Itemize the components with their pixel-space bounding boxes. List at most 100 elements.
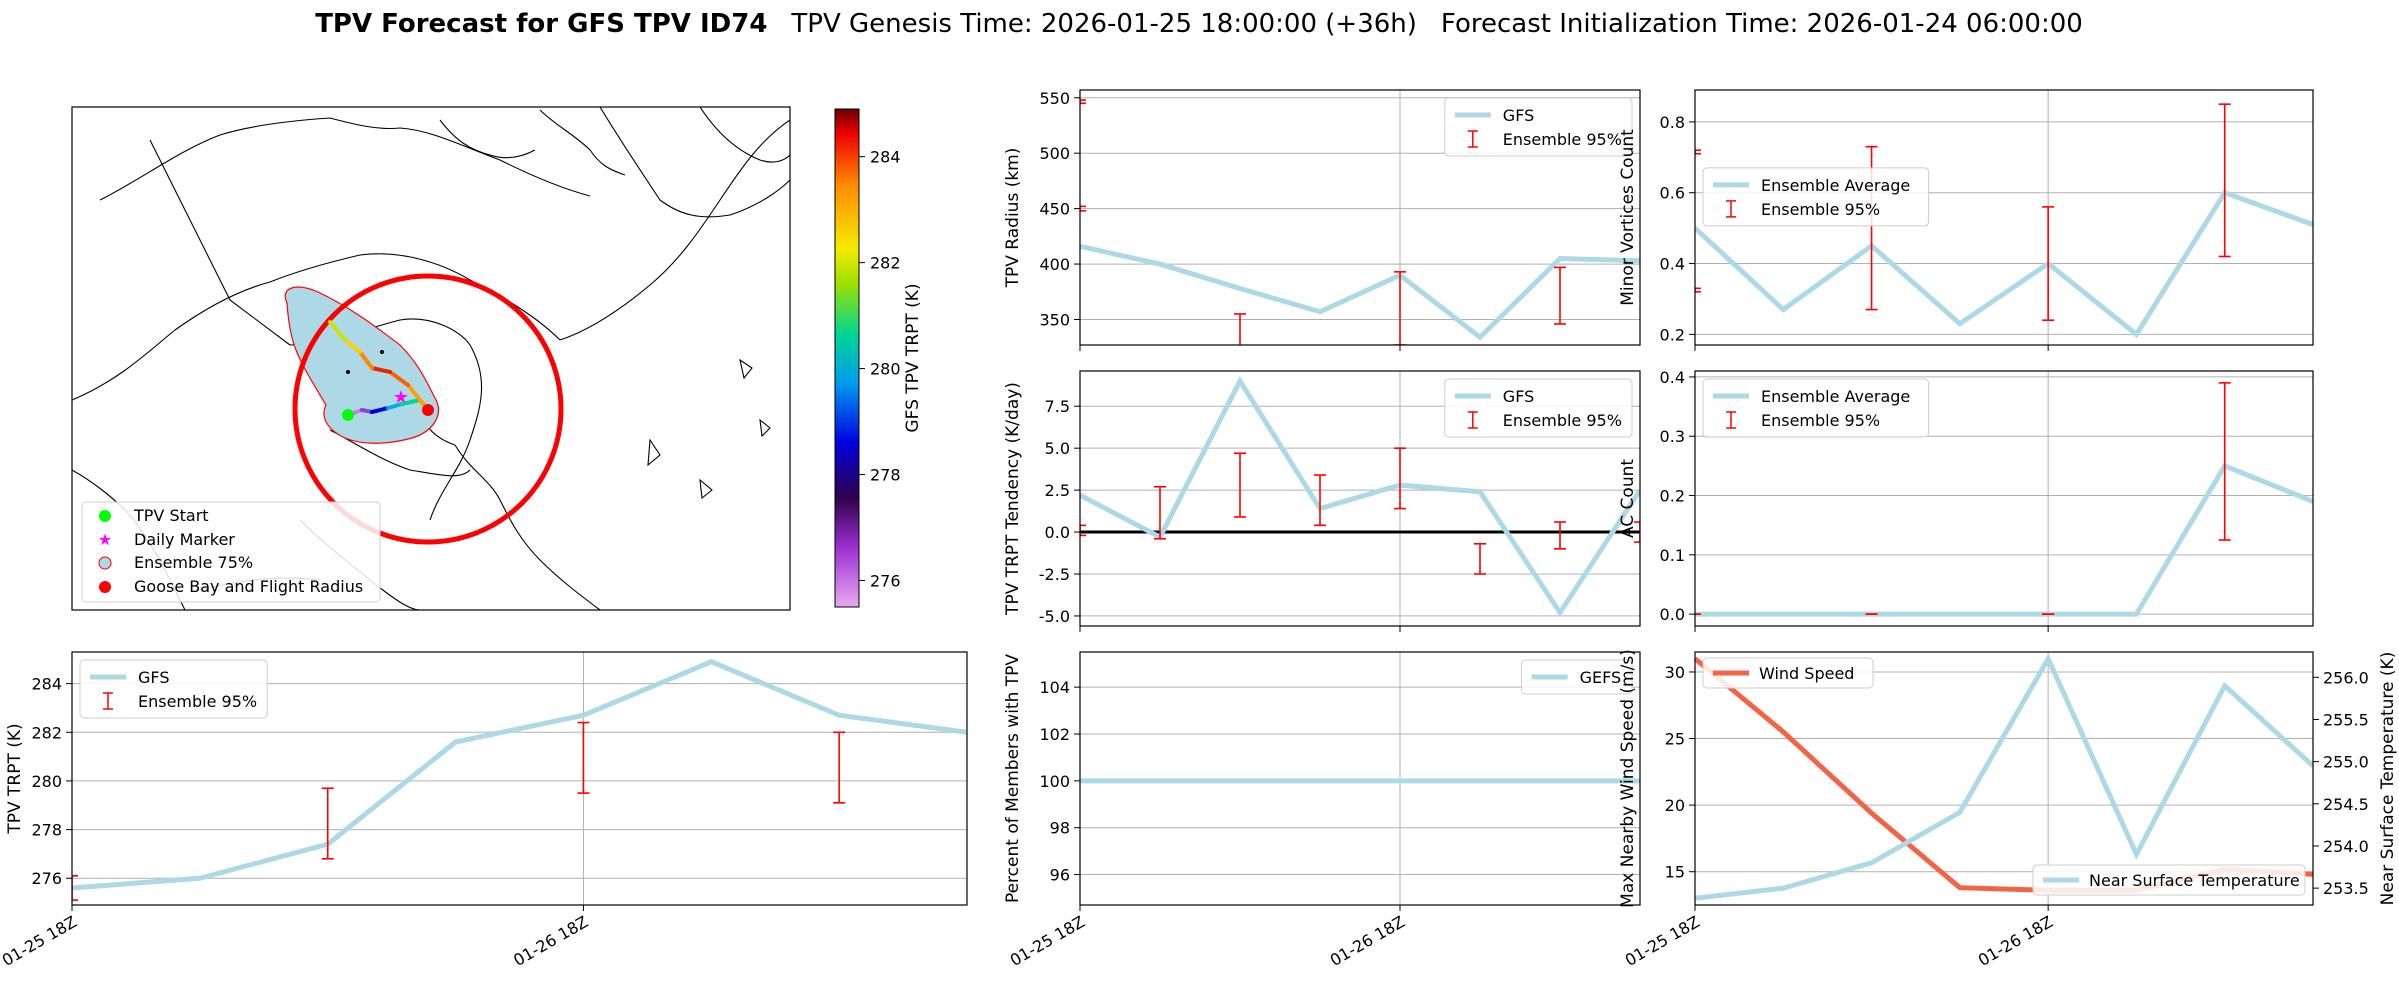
colorbar: 276 278 280 282 284 GFS TPV TRPT (K) bbox=[834, 108, 923, 608]
colorbar-tick-label: 276 bbox=[870, 572, 901, 591]
y-tick-label: 15 bbox=[1665, 863, 1685, 882]
axes-frame bbox=[71, 651, 968, 906]
legend-label: Near Surface Temperature bbox=[2089, 871, 2300, 890]
plot-area bbox=[1695, 103, 2313, 339]
colorbar-tick-label: 284 bbox=[870, 148, 901, 167]
y-tick-label: 96 bbox=[1050, 866, 1070, 885]
map-legend-daily-marker: Daily Marker bbox=[134, 530, 235, 549]
y-tick-label: 0.4 bbox=[1660, 255, 1685, 274]
y2-tick-label: 255.0 bbox=[2323, 753, 2369, 772]
series-line bbox=[1080, 376, 1640, 618]
legend-label: Ensemble 95% bbox=[1503, 130, 1622, 149]
y-tick-label: 5.0 bbox=[1045, 439, 1070, 458]
ac-count-chart: 0.0 0.1 0.2 0.3 0.4 AC Count Ensemble Average E… bbox=[1618, 368, 2314, 632]
y-tick-label: 2.5 bbox=[1045, 481, 1070, 500]
svg-text:★: ★ bbox=[98, 530, 112, 549]
map-panel: ★ TPV Start ★ Daily Marker Ensemble 75% … bbox=[71, 106, 923, 611]
y-tick-label: 0.6 bbox=[1660, 184, 1685, 203]
series-line bbox=[1080, 243, 1640, 341]
legend-label: Ensemble 95% bbox=[1761, 200, 1880, 219]
y-tick-label: 282 bbox=[31, 723, 62, 742]
axes-frame bbox=[1079, 651, 1641, 906]
y-tick-label: 102 bbox=[1039, 725, 1070, 744]
trpt-chart: 276 278 280 282 284 01-25 18Z 01-26 18Z TPV TRP… bbox=[0, 651, 968, 970]
legend-label: GFS bbox=[1503, 106, 1534, 125]
y-tick-label: 104 bbox=[1039, 678, 1070, 697]
legend-label: Wind Speed bbox=[1759, 664, 1854, 683]
title-init: Forecast Initialization Time: 2026-01-24… bbox=[1441, 9, 2083, 39]
y-tick-label: 0.4 bbox=[1660, 368, 1685, 387]
x-tick-label: 01-25 18Z bbox=[0, 912, 80, 970]
y-tick-label: 98 bbox=[1050, 819, 1070, 838]
legend-label: GFS bbox=[138, 668, 169, 687]
colorbar-tick-label: 278 bbox=[870, 466, 901, 485]
y-tick-label: 0.2 bbox=[1660, 487, 1685, 506]
axes-frame bbox=[1079, 89, 1641, 346]
y-tick-label: 400 bbox=[1039, 255, 1070, 274]
legend-box bbox=[1702, 167, 1930, 227]
plot-area bbox=[1695, 653, 2313, 901]
y-axis-label: AC Count bbox=[1618, 459, 1638, 538]
goose-bay-marker bbox=[422, 404, 434, 416]
y-tick-label: -2.5 bbox=[1039, 565, 1070, 584]
legend-box bbox=[79, 659, 268, 719]
y-tick-label: 500 bbox=[1039, 144, 1070, 163]
figure-title: TPV Forecast for GFS TPV ID74 TPV Genesis… bbox=[315, 9, 2083, 39]
y-tick-label: 0.0 bbox=[1660, 605, 1685, 624]
colorbar-ticks: 276 278 280 282 284 bbox=[859, 148, 901, 591]
legend-label: Ensemble Average bbox=[1761, 387, 1910, 406]
legend-box bbox=[1444, 378, 1633, 438]
axes-frame bbox=[1694, 370, 2314, 627]
x-tick-label: 01-26 18Z bbox=[510, 912, 591, 970]
y-tick-label: 284 bbox=[31, 675, 62, 694]
y-tick-label: 350 bbox=[1039, 311, 1070, 330]
colorbar-label: GFS TPV TRPT (K) bbox=[903, 283, 923, 432]
y-axis-label: Minor Vortices Count bbox=[1618, 129, 1638, 306]
y-axis-label: TPV Radius (km) bbox=[1003, 148, 1023, 289]
y-tick-label: 25 bbox=[1665, 730, 1685, 749]
y-tick-label: 0.2 bbox=[1660, 325, 1685, 344]
wind-temperature-chart: 15 20 25 30 01-25 18Z 01-26 18Z Max Nearby Win… bbox=[1618, 649, 2398, 970]
title-genesis: TPV Genesis Time: 2026-01-25 18:00:00 (+… bbox=[790, 9, 1417, 39]
tendency-chart: -5.0 -2.5 0.0 2.5 5.0 7.5 TPV TRPT Tendency (K… bbox=[1003, 370, 1641, 632]
legend-label: GFS bbox=[1503, 387, 1534, 406]
y2-tick-label: 255.5 bbox=[2323, 710, 2369, 729]
legend-label: Ensemble 95% bbox=[1503, 411, 1622, 430]
percent-members-chart: 96 98 100 102 104 01-25 18Z 01-26 18Z Percent o… bbox=[1003, 651, 1641, 970]
x-tick-label: 01-26 18Z bbox=[1975, 912, 2056, 970]
legend-label: GEFS bbox=[1580, 668, 1622, 687]
series-line bbox=[1695, 462, 2313, 617]
y-axis-label: TPV TRPT Tendency (K/day) bbox=[1003, 382, 1023, 616]
daily-marker-star: ★ bbox=[393, 387, 409, 408]
legend-box bbox=[1444, 97, 1633, 157]
plot-area bbox=[1080, 376, 1640, 618]
legend-label: Ensemble 95% bbox=[138, 692, 257, 711]
y-tick-label: 550 bbox=[1039, 89, 1070, 108]
y-tick-label: 280 bbox=[31, 772, 62, 791]
tpv-start-marker bbox=[342, 409, 354, 421]
y-tick-label: 278 bbox=[31, 821, 62, 840]
tpv-track bbox=[328, 320, 430, 417]
y-tick-label: 100 bbox=[1039, 772, 1070, 791]
x-tick-label: 01-25 18Z bbox=[1007, 912, 1088, 970]
plot-area bbox=[72, 659, 967, 901]
legend-box bbox=[1702, 657, 1874, 689]
y-tick-label: 30 bbox=[1665, 663, 1685, 682]
series-line bbox=[1695, 189, 2313, 339]
series-line bbox=[72, 659, 967, 891]
map-legend-goose-bay: Goose Bay and Flight Radius bbox=[134, 577, 363, 596]
radius-chart: 350 400 450 500 550 TPV Radius (km) GFS Ensembl… bbox=[1003, 89, 1641, 351]
map-legend-ensemble-75: Ensemble 75% bbox=[134, 553, 253, 572]
minor-vortices-chart: 0.2 0.4 0.6 0.8 Minor Vortices Count Ensemble… bbox=[1618, 89, 2314, 351]
map-legend-tpv-start: TPV Start bbox=[133, 506, 209, 525]
colorbar-tick-label: 282 bbox=[870, 254, 901, 273]
y2-axis-label: Near Surface Temperature (K) bbox=[2378, 652, 2398, 906]
x-tick-label: 01-25 18Z bbox=[1622, 912, 1703, 970]
flight-radius-circle bbox=[292, 273, 564, 545]
y-tick-label: 276 bbox=[31, 869, 62, 888]
y-tick-label: 450 bbox=[1039, 200, 1070, 219]
legend-label: Ensemble Average bbox=[1761, 176, 1910, 195]
y2-tick-label: 254.5 bbox=[2323, 795, 2369, 814]
series-line bbox=[1695, 653, 2313, 901]
